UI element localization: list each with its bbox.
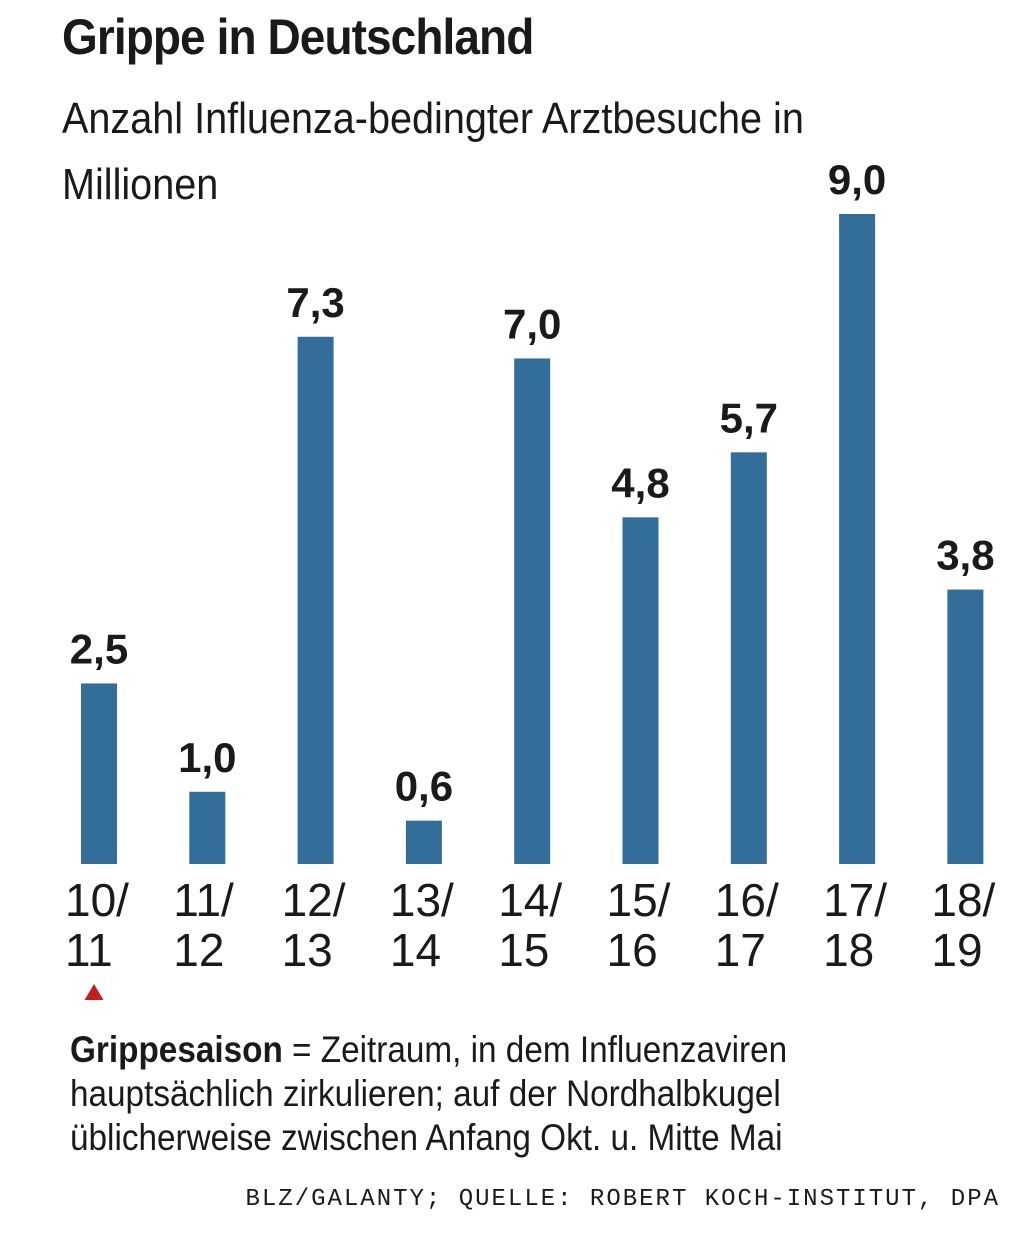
data-label: 7,0	[503, 300, 561, 347]
x-tick-label: 15	[498, 924, 549, 976]
bar	[730, 452, 767, 864]
chart-title: Grippe in Deutschland	[62, 9, 534, 65]
x-tick-label: 16	[607, 924, 658, 976]
data-label: 9,0	[828, 156, 886, 203]
x-tick-label: 10/	[65, 874, 129, 926]
x-tick-label: 11/	[173, 874, 234, 926]
bar	[839, 214, 876, 864]
data-label: 4,8	[611, 459, 669, 506]
x-tick-label: 12	[173, 924, 224, 976]
x-tick-label: 16/	[715, 874, 779, 926]
bar	[622, 517, 659, 864]
footnote-term: Grippesaison	[70, 1029, 283, 1070]
bar	[297, 336, 334, 864]
x-tick-label: 13/	[390, 874, 454, 926]
bar	[189, 791, 226, 864]
x-tick-label: 17/	[823, 874, 887, 926]
x-tick-label: 12/	[282, 874, 346, 926]
bar-chart-svg: 2,5 10/11 1,0 11/12 7,3 12/13 0,6 13/14 7,0 14/15…	[65, 156, 996, 1000]
x-tick-label: 19	[931, 924, 982, 976]
bar	[947, 589, 984, 864]
footnote: Grippesaison = Zeitraum, in dem Influenz…	[70, 1028, 934, 1160]
season-marker-icon	[84, 984, 104, 1000]
data-label: 2,5	[70, 625, 128, 672]
x-tick-label: 15/	[607, 874, 671, 926]
data-label: 0,6	[395, 763, 453, 810]
x-tick-label: 17	[715, 924, 766, 976]
x-tick-label: 11	[65, 924, 113, 976]
data-label: 3,8	[936, 532, 994, 579]
x-tick-label: 14	[390, 924, 441, 976]
x-tick-label: 14/	[498, 874, 562, 926]
source-credit: BLZ/GALANTY; QUELLE: ROBERT KOCH-INSTITU…	[245, 1186, 1000, 1213]
bar	[81, 683, 117, 864]
bar-chart: 2,5 10/11 1,0 11/12 7,3 12/13 0,6 13/14 7,0 14/15…	[65, 156, 996, 1000]
bar	[405, 820, 442, 864]
data-label: 5,7	[720, 394, 778, 441]
x-tick-label: 13	[282, 924, 333, 976]
bar	[514, 358, 551, 864]
footnote-text: = Zeitraum, in dem Influenzaviren haupts…	[70, 1029, 788, 1158]
chart-subtitle: Anzahl Influenza-bedingter Arztbesuche i…	[62, 94, 804, 209]
data-label: 1,0	[178, 734, 236, 781]
data-label: 7,3	[286, 279, 344, 326]
x-tick-label: 18	[823, 924, 874, 976]
x-tick-label: 18/	[931, 874, 995, 926]
